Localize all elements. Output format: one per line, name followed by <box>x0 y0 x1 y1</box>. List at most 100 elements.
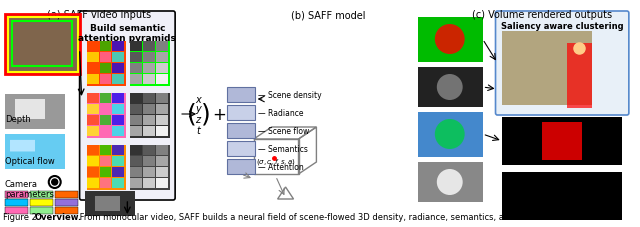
Bar <box>156 167 168 177</box>
Bar <box>86 94 99 104</box>
Text: ): ) <box>201 103 211 126</box>
Bar <box>99 145 111 155</box>
Bar <box>156 94 168 104</box>
Bar <box>30 207 52 214</box>
Bar <box>8 18 77 73</box>
Bar <box>143 178 156 188</box>
Text: — Attention: — Attention <box>258 162 303 171</box>
Bar <box>30 199 52 206</box>
Text: Figure 2:: Figure 2: <box>3 212 40 221</box>
Bar <box>156 75 168 85</box>
Bar <box>143 94 156 104</box>
Bar <box>5 191 28 198</box>
Bar <box>113 116 124 126</box>
Bar <box>143 64 156 74</box>
Bar <box>156 178 168 188</box>
Bar <box>113 126 124 136</box>
Bar <box>156 145 168 155</box>
Text: Saliency aware clustering: Saliency aware clustering <box>501 22 623 31</box>
Text: Build semantic
attention pyramids: Build semantic attention pyramids <box>79 24 176 43</box>
Text: — Scene flow: — Scene flow <box>258 126 309 135</box>
Bar <box>113 156 124 166</box>
Bar <box>113 42 124 52</box>
Bar <box>99 178 111 188</box>
Bar <box>113 64 124 74</box>
FancyBboxPatch shape <box>79 12 175 200</box>
Bar <box>86 64 99 74</box>
Bar <box>542 177 582 215</box>
Bar <box>227 106 255 121</box>
Bar <box>86 145 126 190</box>
Bar <box>12 22 72 67</box>
Bar <box>143 156 156 166</box>
Text: From monocular video, SAFF builds a neural field of scene-flowed 3D density, rad: From monocular video, SAFF builds a neur… <box>77 212 515 221</box>
Bar <box>99 75 111 85</box>
Bar <box>99 105 111 114</box>
Bar <box>55 207 77 214</box>
Bar <box>227 159 255 174</box>
Bar <box>86 105 99 114</box>
Bar <box>99 64 111 74</box>
Bar <box>131 94 170 138</box>
Bar <box>86 75 99 85</box>
Text: — Semantics: — Semantics <box>258 144 308 153</box>
Text: $z$: $z$ <box>195 114 203 124</box>
Bar <box>86 145 99 155</box>
FancyBboxPatch shape <box>495 12 629 116</box>
Bar <box>113 145 124 155</box>
Bar <box>86 42 126 87</box>
Bar <box>227 141 255 156</box>
Bar <box>418 68 483 108</box>
Bar <box>5 207 28 214</box>
Bar <box>143 53 156 63</box>
Bar <box>131 167 142 177</box>
Bar <box>131 53 142 63</box>
Bar <box>418 113 483 157</box>
Bar <box>5 199 28 206</box>
Text: Overview.: Overview. <box>35 212 82 221</box>
Bar <box>113 94 124 104</box>
Bar <box>156 126 168 136</box>
Bar <box>542 122 582 160</box>
Bar <box>131 156 142 166</box>
Bar <box>143 116 156 126</box>
Bar <box>86 156 99 166</box>
Bar <box>86 178 99 188</box>
Text: +: + <box>212 106 226 123</box>
Bar <box>99 42 111 52</box>
Bar <box>86 167 99 177</box>
Text: (a) SAFF video inputs: (a) SAFF video inputs <box>47 10 152 20</box>
Bar <box>86 53 99 63</box>
Bar <box>156 156 168 166</box>
Bar <box>30 191 52 198</box>
Bar <box>418 18 483 63</box>
Bar <box>55 191 77 198</box>
Circle shape <box>52 179 58 185</box>
Text: $t$: $t$ <box>196 123 202 135</box>
Bar <box>86 42 99 52</box>
Text: — Scene density: — Scene density <box>258 91 321 100</box>
Bar <box>143 126 156 136</box>
Text: Camera
parameters: Camera parameters <box>5 179 54 199</box>
Bar <box>131 126 142 136</box>
Bar <box>143 145 156 155</box>
Bar <box>502 118 622 165</box>
Bar <box>113 178 124 188</box>
Bar <box>131 145 170 190</box>
Bar <box>99 167 111 177</box>
Bar <box>131 94 142 104</box>
Text: (b) SAFF model: (b) SAFF model <box>291 10 365 20</box>
Bar <box>113 75 124 85</box>
Bar <box>131 75 142 85</box>
Bar <box>227 123 255 138</box>
Bar <box>131 42 142 52</box>
Bar <box>86 94 126 138</box>
Bar <box>143 75 156 85</box>
Bar <box>5 15 79 75</box>
Bar <box>99 94 111 104</box>
Bar <box>131 105 142 114</box>
Text: (: ( <box>187 103 197 126</box>
Bar <box>113 105 124 114</box>
Bar <box>131 116 142 126</box>
Text: Depth: Depth <box>5 114 31 123</box>
